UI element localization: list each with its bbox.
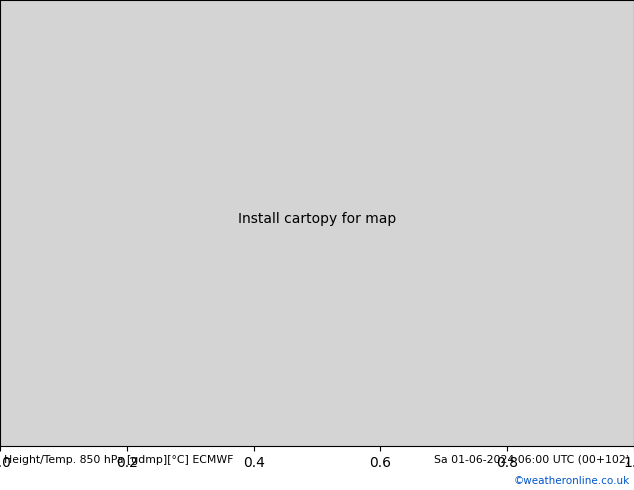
Text: Install cartopy for map: Install cartopy for map	[238, 212, 396, 226]
Text: ©weatheronline.co.uk: ©weatheronline.co.uk	[514, 476, 630, 486]
Text: Sa 01-06-2024 06:00 UTC (00+102): Sa 01-06-2024 06:00 UTC (00+102)	[434, 455, 630, 465]
Text: Height/Temp. 850 hPa [gdmp][°C] ECMWF: Height/Temp. 850 hPa [gdmp][°C] ECMWF	[4, 455, 233, 465]
